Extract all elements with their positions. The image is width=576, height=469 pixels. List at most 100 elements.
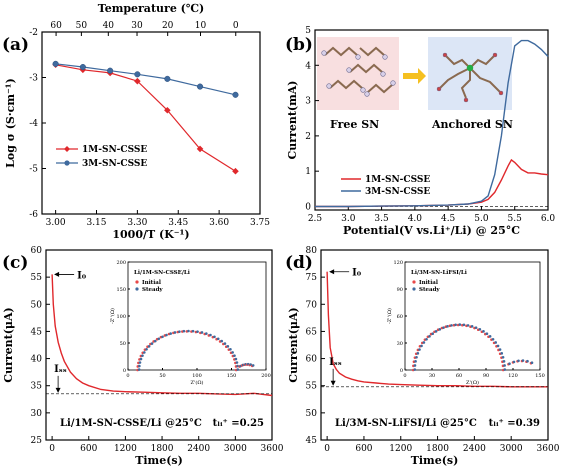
eis-point-steady	[205, 332, 208, 335]
series-line-3M-SN-CSSE	[315, 39, 549, 208]
y-tick-label: 45	[306, 436, 318, 446]
eis-tail-steady	[512, 360, 516, 364]
free-sn-label: Free SN	[330, 118, 379, 131]
iss-label: Iₛₛ	[329, 357, 342, 368]
eis-point-steady	[143, 351, 146, 354]
legend-label: 3M-SN-CSSE	[82, 159, 147, 169]
y-axis-label: Current(mA)	[286, 80, 299, 159]
inset-legend-steady: Steady	[142, 287, 163, 293]
data-point-3M-SN-CSSE	[197, 83, 204, 90]
eis-point-steady	[147, 345, 151, 348]
y-axis-label: Current(μA)	[287, 307, 300, 382]
y-tick-label: -6	[29, 210, 38, 220]
y-tick-label: 70	[306, 300, 318, 310]
inset-frame	[404, 261, 541, 371]
iss-arrowhead	[55, 387, 61, 393]
x-tick-label: 600	[355, 444, 372, 454]
x-tick-label: 3600	[261, 444, 284, 454]
eis-point-steady	[413, 364, 417, 367]
y-tick-label: 60	[306, 355, 318, 365]
top-tick-label: 0	[233, 21, 239, 31]
inset-legend-initial: Initial	[142, 280, 161, 286]
free-sn-molecule-icon	[324, 46, 393, 94]
series-line-1M-SN-CSSE	[55, 64, 236, 172]
eis-point-steady	[414, 360, 417, 363]
x-tick-label: 3.45	[168, 218, 188, 228]
eis-point-steady	[431, 332, 434, 335]
eis-point-steady	[413, 368, 417, 371]
y-tick-label: -2	[29, 28, 38, 38]
x-tick-label: 5.0	[474, 214, 489, 224]
x-tick-label: 600	[80, 444, 97, 454]
eis-point-steady	[220, 339, 224, 343]
y-tick-label: -3	[29, 74, 38, 84]
x-tick-label: 1800	[151, 444, 174, 454]
eis-point-steady	[496, 344, 500, 348]
top-tick-label: 20	[162, 21, 174, 31]
eis-point-steady	[187, 329, 190, 333]
x-tick-label: 3600	[537, 444, 560, 454]
inset-legend-marker-initial	[412, 280, 416, 284]
eis-point-steady	[229, 347, 232, 351]
y-tick-label: 0	[305, 202, 311, 212]
eis-point-steady	[482, 330, 485, 333]
data-point-3M-SN-CSSE	[52, 60, 59, 67]
x-tick-label: 2400	[463, 444, 486, 454]
free-sn-atoms-icon	[321, 50, 396, 97]
inset-frame	[127, 261, 267, 371]
y-tick-label: 3	[305, 97, 311, 107]
eis-point-steady	[236, 364, 239, 368]
y-tick-label: 65	[306, 327, 318, 337]
y-tick-label: 40	[31, 355, 43, 365]
y-tick-label: 80	[306, 246, 318, 256]
eis-tail-steady	[251, 364, 255, 367]
inset-x-tick-label: 0	[126, 373, 129, 379]
x-tick-label: 3.00	[46, 218, 66, 228]
legend-marker	[64, 146, 70, 152]
eis-point-steady	[420, 344, 423, 348]
y-tick-label: 55	[306, 382, 318, 392]
x-tick-label: 1200	[114, 444, 137, 454]
inset-x-tick-label: 100	[192, 373, 202, 379]
x-tick-label: 4.5	[441, 214, 456, 224]
data-point-1M-SN-CSSE	[232, 167, 239, 175]
eis-point-steady	[165, 333, 168, 337]
y-tick-label: 55	[31, 273, 43, 283]
y-tick-label: 60	[31, 246, 43, 256]
transference-number-label: tₗᵢ⁺ =0.39	[489, 418, 540, 429]
y-tick-label: 2	[305, 132, 311, 142]
inset-y-tick-label: 90	[397, 287, 403, 293]
data-point-3M-SN-CSSE	[107, 67, 114, 74]
inset-title: Li/3M-SN-LiFSI/Li	[411, 270, 467, 276]
eis-point-steady	[500, 352, 504, 355]
panel-a-arrhenius-chart: 3.00 3.15 3.30 3.45 3.60 3.75 -2 -3 -4 -5 -6 1000/T…	[4, 2, 270, 241]
plot-frame	[45, 249, 273, 441]
inset-x-axis-label: Z'(Ω)	[191, 379, 204, 386]
y-tick-label: 25	[31, 436, 43, 446]
panel-d-chronoamperometry-chart: 0 600 1200 1800 2400 3000 36004550556065707580…	[287, 246, 560, 467]
eis-point-steady	[233, 354, 236, 357]
eis-point-steady	[466, 324, 470, 327]
x-tick-label: 1800	[426, 444, 449, 454]
eis-point-steady	[200, 331, 204, 334]
plot-frame	[320, 249, 549, 441]
arrow-icon	[403, 68, 426, 84]
inset-x-tick-label: 150	[535, 373, 545, 379]
inset-legend-marker-steady	[135, 287, 139, 291]
inset-x-tick-label: 90	[483, 373, 489, 379]
cell-label: Li/1M-SN-CSSE/Li @25°C	[60, 418, 202, 429]
x-tick-label: 4.0	[408, 214, 423, 224]
eis-point-steady	[488, 335, 492, 338]
top-tick-label: 50	[76, 21, 88, 31]
eis-point-steady	[226, 345, 230, 348]
x-tick-label: 0	[49, 444, 55, 454]
y-tick-label: 4	[305, 61, 311, 71]
y-tick-label: 75	[306, 273, 318, 283]
eis-point-steady	[213, 335, 216, 339]
x-tick-label: 6.0	[541, 214, 556, 224]
eis-point-steady	[416, 352, 420, 355]
inset-y-tick-label: 30	[397, 341, 403, 347]
data-point-1M-SN-CSSE	[196, 145, 204, 153]
eis-point-steady	[216, 337, 220, 341]
